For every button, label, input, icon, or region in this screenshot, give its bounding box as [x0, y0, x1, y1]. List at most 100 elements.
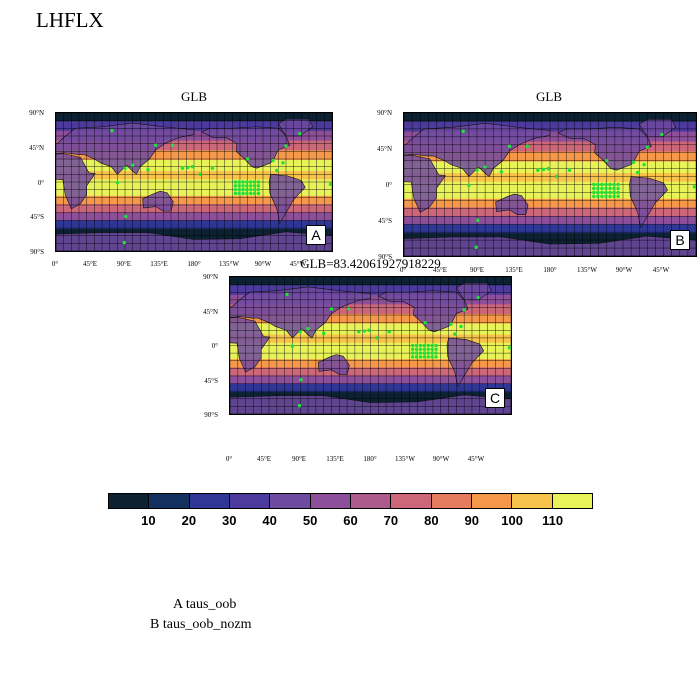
colorbar-box — [229, 494, 271, 508]
station-marker — [467, 183, 471, 187]
station-marker — [252, 191, 257, 196]
station-marker — [423, 320, 427, 325]
colorbar-box — [270, 494, 311, 508]
station-marker — [170, 143, 175, 147]
station-marker — [124, 214, 128, 219]
station-marker — [367, 328, 371, 332]
station-marker — [256, 184, 261, 188]
lat-tick: 45°S — [30, 213, 44, 221]
colorbar-label: 70 — [383, 513, 399, 528]
station-marker — [237, 180, 241, 184]
colorbar-box — [512, 494, 553, 508]
station-marker — [426, 347, 430, 352]
station-marker — [642, 162, 646, 167]
station-marker — [110, 128, 114, 133]
station-marker — [249, 180, 253, 184]
station-marker — [608, 194, 612, 199]
lat-tick: 45°N — [377, 145, 392, 153]
station-marker — [252, 187, 257, 192]
station-marker — [434, 343, 438, 348]
station-marker — [567, 168, 572, 172]
colorbar-label: 30 — [222, 513, 237, 528]
station-marker — [281, 161, 285, 165]
station-marker — [592, 182, 596, 187]
station-marker — [256, 180, 261, 184]
station-marker — [616, 186, 620, 191]
station-marker — [122, 240, 126, 245]
station-marker — [592, 194, 596, 199]
station-marker — [275, 168, 279, 173]
legend-entry-a: A taus_oob — [173, 597, 237, 612]
station-marker — [410, 355, 415, 359]
station-marker — [604, 182, 608, 187]
panel-b-map: B — [403, 112, 697, 257]
lat-tick: 90°N — [29, 109, 44, 117]
panel-c-map: C — [229, 276, 512, 415]
station-marker — [252, 184, 257, 188]
station-marker — [245, 157, 250, 161]
colorbar-label: 60 — [343, 513, 358, 528]
lon-tick: 0° — [399, 266, 407, 274]
station-marker — [297, 403, 302, 408]
station-marker — [290, 344, 295, 348]
lon-tick: 90°W — [432, 455, 450, 463]
station-marker — [608, 190, 612, 195]
station-marker — [241, 187, 245, 192]
colorbar-box — [149, 494, 190, 508]
lat-tick: 90°S — [30, 248, 44, 256]
lon-tick: 135°W — [577, 266, 597, 274]
station-marker — [130, 163, 135, 167]
station-marker — [298, 132, 302, 136]
lon-tick: 90°W — [254, 260, 272, 268]
station-marker — [237, 184, 241, 188]
station-marker — [608, 186, 612, 191]
lon-tick: 90°W — [615, 266, 633, 274]
station-marker — [453, 332, 457, 336]
station-marker — [462, 308, 466, 312]
station-marker — [271, 158, 275, 163]
station-marker — [604, 190, 608, 195]
station-marker — [612, 182, 616, 187]
station-marker — [476, 218, 480, 222]
station-marker — [600, 194, 604, 199]
station-marker — [600, 186, 604, 191]
station-marker — [357, 330, 361, 334]
lon-tick: 90°E — [116, 260, 132, 268]
station-marker — [422, 343, 427, 348]
station-marker — [414, 343, 419, 348]
station-marker — [499, 170, 504, 174]
lon-tick: 135°E — [150, 260, 168, 268]
station-marker — [252, 180, 257, 184]
colorbar-label: 20 — [181, 513, 197, 528]
station-marker — [146, 168, 150, 172]
station-marker — [476, 295, 480, 300]
colorbar-label: 110 — [542, 513, 564, 528]
station-marker — [362, 329, 366, 333]
lat-tick: 90°S — [378, 253, 392, 261]
station-marker — [536, 168, 540, 172]
station-marker — [449, 322, 453, 326]
station-marker — [430, 347, 434, 352]
station-marker — [596, 190, 600, 195]
lon-tick: 135°E — [505, 266, 523, 274]
colorbar-label: 10 — [141, 513, 156, 528]
station-marker — [645, 145, 650, 149]
station-marker — [525, 144, 529, 149]
lon-tick: 180° — [363, 455, 377, 463]
station-marker — [328, 182, 332, 186]
lat-tick: 0° — [37, 179, 44, 187]
station-marker — [483, 165, 487, 169]
station-marker — [612, 194, 616, 199]
colorbar-box — [552, 494, 592, 508]
station-marker — [387, 330, 391, 334]
station-marker — [414, 347, 419, 352]
map-canvas — [56, 113, 332, 251]
station-marker — [414, 351, 419, 355]
station-marker — [430, 351, 434, 355]
station-marker — [418, 347, 423, 352]
colorbar-box — [431, 494, 472, 508]
lon-tick: 45°E — [432, 266, 448, 274]
colorbar-label: 50 — [302, 513, 318, 528]
station-marker — [635, 170, 640, 175]
station-marker — [249, 191, 253, 196]
